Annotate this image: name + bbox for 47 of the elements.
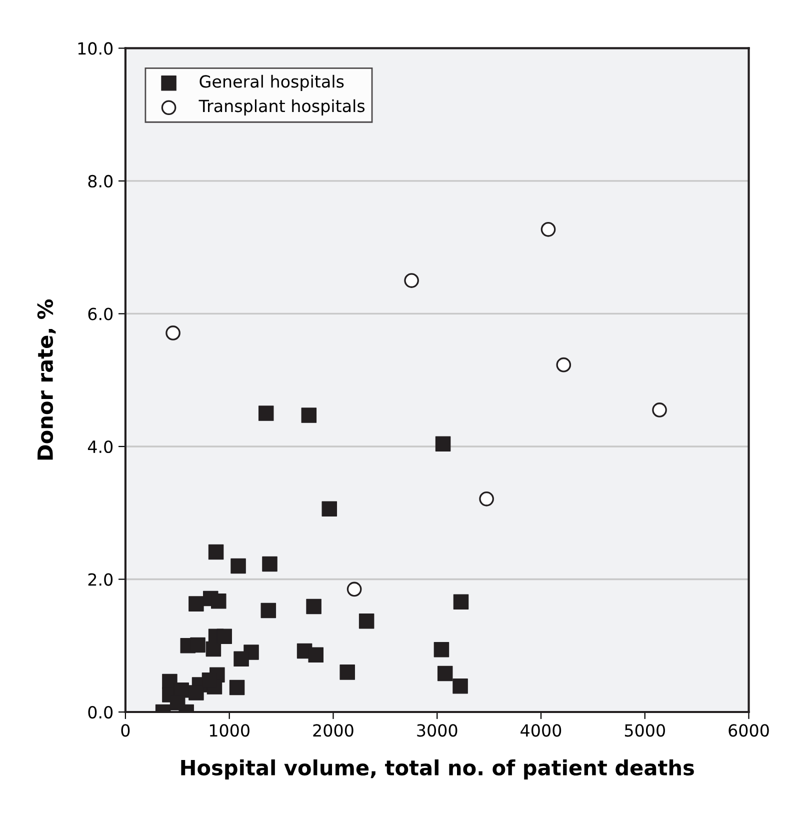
x-tick-label: 6000	[728, 724, 769, 737]
point	[234, 651, 249, 667]
point	[229, 680, 245, 696]
point	[556, 357, 572, 372]
point	[540, 222, 556, 237]
point	[230, 558, 246, 574]
point	[479, 492, 494, 506]
point	[260, 602, 276, 618]
y-tick-label: 6.0	[88, 308, 113, 320]
point	[188, 596, 204, 612]
point	[211, 594, 226, 609]
point	[216, 628, 232, 644]
point	[452, 678, 468, 694]
point	[188, 685, 204, 700]
y-tick-label: 8.0	[88, 174, 113, 188]
y-axis-title: Donor rate, %	[37, 299, 56, 460]
point	[190, 637, 206, 653]
point	[434, 642, 450, 658]
y-tick-label: 10.0	[78, 42, 113, 55]
point	[652, 402, 667, 418]
y-tick-label: 4.0	[88, 440, 113, 454]
point	[435, 436, 451, 452]
point	[308, 647, 324, 663]
x-tick-label: 4000	[520, 724, 562, 737]
point	[258, 406, 274, 421]
x-tick-label: 2000	[313, 724, 354, 737]
point	[453, 594, 469, 610]
point	[301, 408, 317, 423]
x-tick-label: 5000	[624, 724, 665, 737]
y-tick-label: 0.0	[88, 706, 113, 719]
x-tick-label: 3000	[417, 724, 458, 737]
point	[358, 613, 374, 629]
x-tick-label: 0	[121, 724, 130, 737]
point	[404, 273, 419, 288]
y-tick-label: 2.0	[88, 573, 113, 586]
point	[306, 598, 322, 614]
point	[340, 664, 355, 680]
point	[437, 666, 453, 682]
point	[322, 501, 338, 517]
x-tick-label: 1000	[210, 724, 250, 737]
x-axis-title: Hospital volume, total no. of patient deaths	[181, 759, 694, 780]
point	[166, 326, 180, 340]
legend-label: Transplant hospitals	[198, 99, 365, 116]
legend-label: General hospitals	[200, 74, 344, 91]
point	[262, 556, 278, 572]
point	[346, 582, 362, 597]
point	[208, 544, 224, 560]
